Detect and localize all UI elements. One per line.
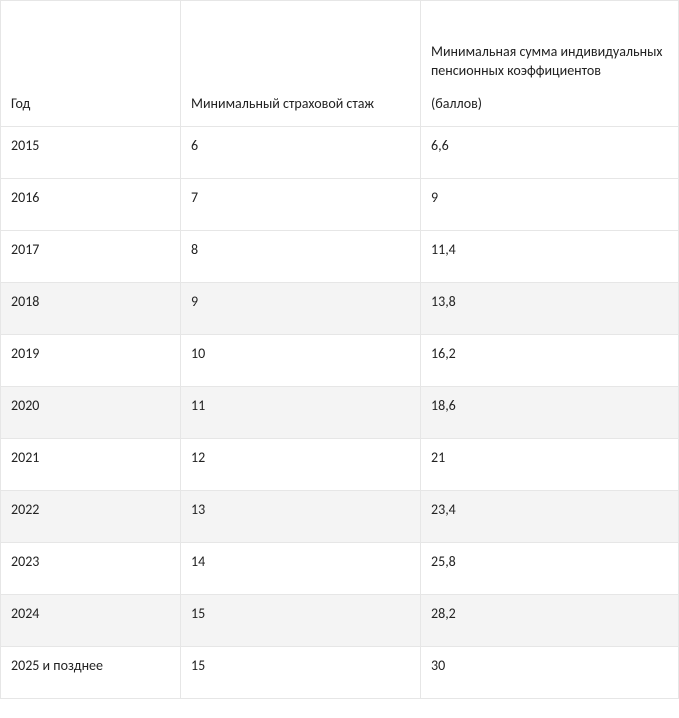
table-cell: 13,8: [421, 283, 679, 335]
col-header-top: Минимальная сумма индивидуальных пенсион…: [431, 42, 668, 81]
table-cell: 28,2: [421, 595, 679, 647]
table-cell: 13: [181, 491, 421, 543]
table-cell: 2022: [1, 491, 181, 543]
table-cell: 25,8: [421, 543, 679, 595]
table-cell: 15: [181, 595, 421, 647]
col-header-stazh: Минимальный страховой стаж: [181, 1, 421, 127]
table-cell: 11: [181, 387, 421, 439]
table-row: 2017811,4: [1, 231, 679, 283]
pension-table: Год Минимальный страховой стаж Минимальн…: [0, 0, 679, 699]
table-cell: 2016: [1, 179, 181, 231]
table-cell: 7: [181, 179, 421, 231]
table-row: 20211221: [1, 439, 679, 491]
table-cell: 15: [181, 647, 421, 699]
table-row: 2018913,8: [1, 283, 679, 335]
table-cell: 8: [181, 231, 421, 283]
table-cell: 2024: [1, 595, 181, 647]
table-cell: 10: [181, 335, 421, 387]
table-cell: 14: [181, 543, 421, 595]
table-row: 201679: [1, 179, 679, 231]
table-cell: 9: [181, 283, 421, 335]
table-cell: 9: [421, 179, 679, 231]
table-body: 201566,62016792017811,42018913,820191016…: [1, 127, 679, 699]
table-row: 20191016,2: [1, 335, 679, 387]
table-cell: 2025 и позднее: [1, 647, 181, 699]
table-cell: 2023: [1, 543, 181, 595]
table-cell: 18,6: [421, 387, 679, 439]
table-cell: 23,4: [421, 491, 679, 543]
table-cell: 21: [421, 439, 679, 491]
col-header-bottom: Год: [11, 95, 170, 112]
table-cell: 2017: [1, 231, 181, 283]
table-header: Год Минимальный страховой стаж Минимальн…: [1, 1, 679, 127]
table-row: 201566,6: [1, 127, 679, 179]
col-header-year: Год: [1, 1, 181, 127]
table-cell: 2021: [1, 439, 181, 491]
table-cell: 2015: [1, 127, 181, 179]
table-cell: 12: [181, 439, 421, 491]
table-row: 20241528,2: [1, 595, 679, 647]
table-cell: 16,2: [421, 335, 679, 387]
table-row: 20221323,4: [1, 491, 679, 543]
table-cell: 6,6: [421, 127, 679, 179]
table-row: 20231425,8: [1, 543, 679, 595]
col-header-bottom: Минимальный страховой стаж: [191, 95, 410, 112]
table-cell: 2020: [1, 387, 181, 439]
table-cell: 6: [181, 127, 421, 179]
table-cell: 2018: [1, 283, 181, 335]
table-cell: 30: [421, 647, 679, 699]
col-header-bottom: (баллов): [431, 95, 668, 112]
table-cell: 11,4: [421, 231, 679, 283]
table-row: 2025 и позднее1530: [1, 647, 679, 699]
table-cell: 2019: [1, 335, 181, 387]
col-header-coeff: Минимальная сумма индивидуальных пенсион…: [421, 1, 679, 127]
table-row: 20201118,6: [1, 387, 679, 439]
